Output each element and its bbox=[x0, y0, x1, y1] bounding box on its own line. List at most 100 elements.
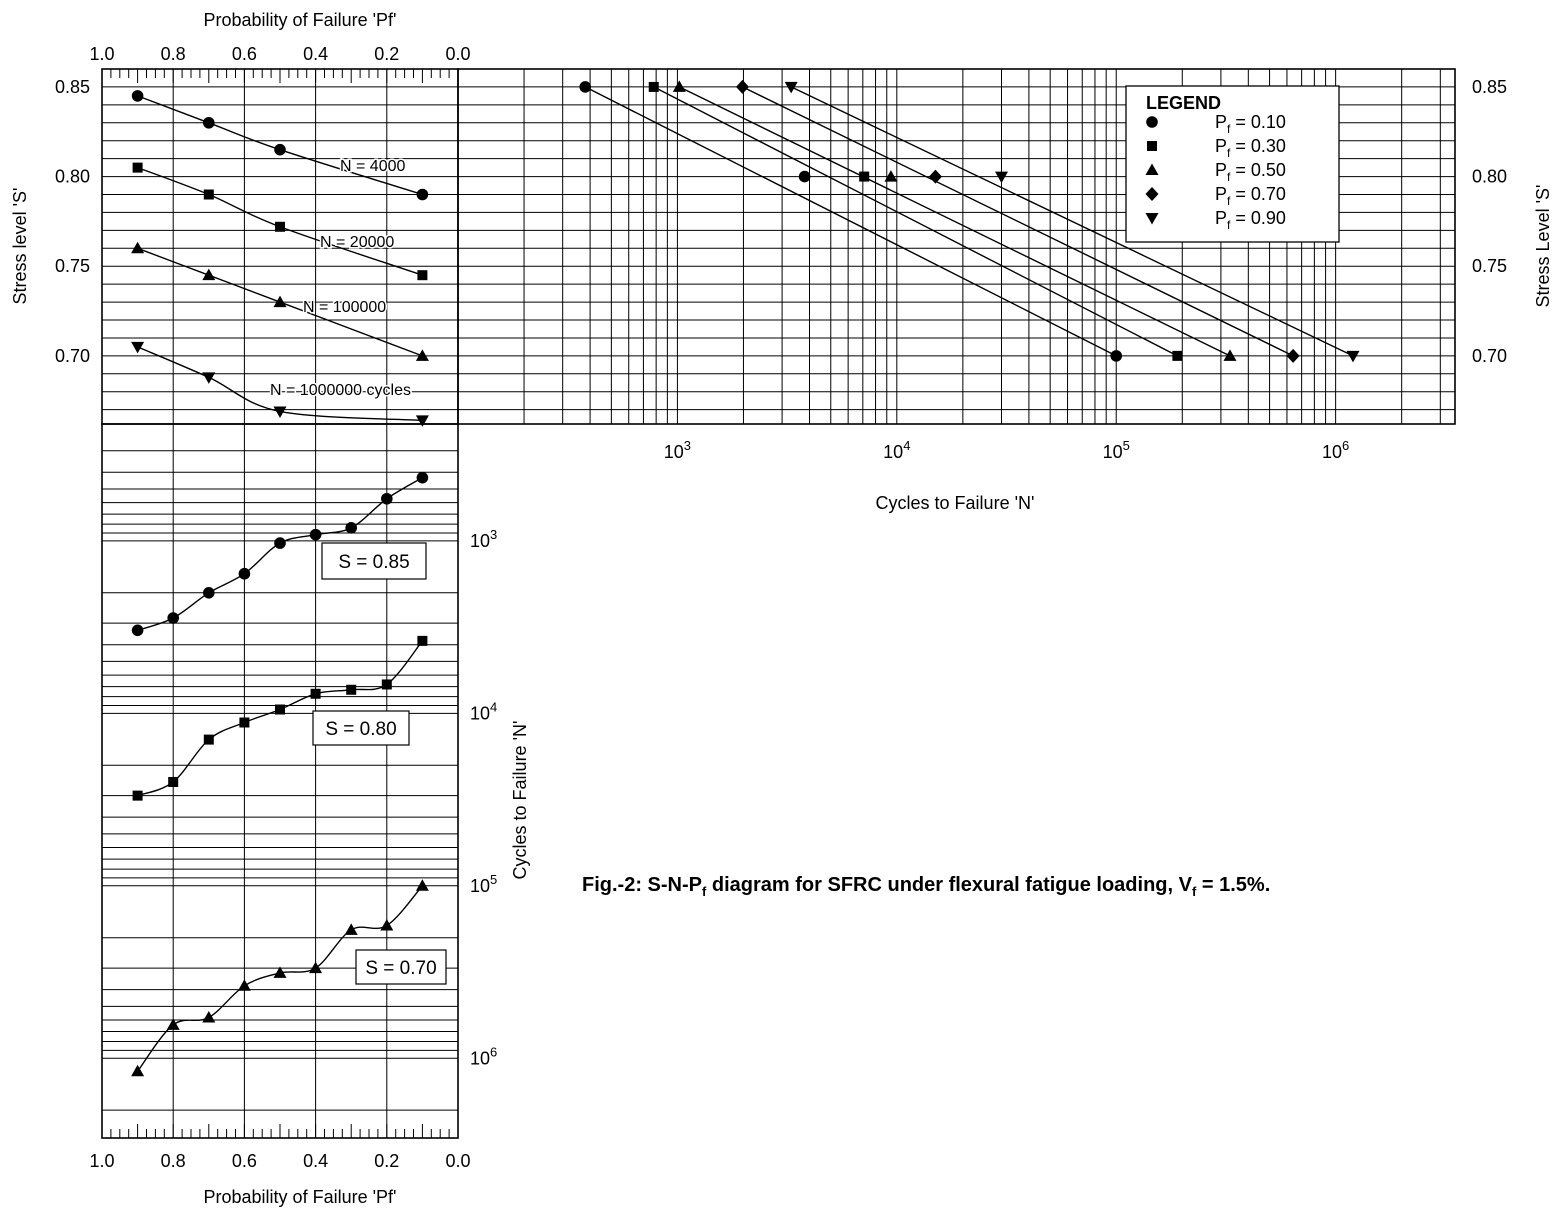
cycles-tick-label: 106 bbox=[1322, 438, 1349, 462]
stress-probability-curve-labels: N = 4000 N = 20000 N = 100000 N = 1000000 c… bbox=[269, 157, 413, 401]
cycles-tick-label: 105 bbox=[1103, 438, 1130, 462]
stress-cycles-point bbox=[784, 81, 798, 94]
probability-tick-label: 1.0 bbox=[89, 1151, 114, 1171]
cycles-bottom-axis-title: Cycles to Failure 'N' bbox=[876, 493, 1035, 513]
stress-probability-markers bbox=[131, 90, 429, 427]
cycles-probability-point bbox=[239, 717, 250, 728]
stress-vs-probability-panel: 1.0 0.8 0.6 0.4 0.2 0.0 0.85 0.80 0.75 0.70 N = 4… bbox=[10, 10, 471, 427]
legend-marker bbox=[1147, 141, 1157, 151]
stress-cycles-point bbox=[672, 80, 686, 92]
stress-cycles-line bbox=[678, 86, 1231, 357]
stress-probability-curve bbox=[137, 247, 423, 357]
stress-probability-point bbox=[132, 162, 143, 173]
stress-cycles-point bbox=[798, 170, 811, 183]
stress-probability-point bbox=[202, 268, 216, 281]
stress-cycles-line bbox=[584, 86, 1117, 357]
cycles-probability-point bbox=[166, 1018, 180, 1030]
stress-probability-top-axis-title: Probability of Failure 'Pf' bbox=[204, 10, 397, 30]
stress-cycles-point bbox=[859, 171, 870, 182]
stress-cycles-point bbox=[884, 170, 898, 182]
stress-vs-cycles-panel: 0.85 0.80 0.75 0.70 103 104 105 106 LEGEND Pf =… bbox=[457, 68, 1553, 513]
stress-probability-grid bbox=[102, 69, 458, 424]
cycles-probability-point bbox=[167, 612, 179, 624]
stress-probability-point bbox=[273, 295, 287, 308]
stress-probability-point bbox=[416, 188, 429, 201]
figure-caption: Fig.-2: S-N-Pf diagram for SFRC under fl… bbox=[582, 874, 1271, 899]
curve-label: S = 0.70 bbox=[365, 958, 436, 979]
stress-probability-point bbox=[203, 189, 214, 200]
legend-entry: Pf = 0.10 bbox=[1215, 112, 1286, 136]
stress-probability-point bbox=[131, 241, 145, 254]
stress-tick-label: 0.70 bbox=[55, 346, 90, 366]
stress-tick-label: 0.80 bbox=[1472, 167, 1507, 187]
probability-tick-label: 0.2 bbox=[374, 1151, 399, 1171]
cycles-probability-point bbox=[417, 635, 428, 646]
stress-cycles-point bbox=[1346, 350, 1360, 363]
cycles-probability-point bbox=[275, 704, 285, 715]
curve-label-box bbox=[321, 542, 427, 580]
stress-cycles-point bbox=[994, 171, 1008, 184]
cycles-probability-point bbox=[237, 979, 251, 991]
legend-entry: Pf = 0.30 bbox=[1215, 136, 1286, 160]
cycles-tick-label: 103 bbox=[470, 527, 497, 551]
stress-cycles-point bbox=[1223, 349, 1237, 361]
cycles-tick-label: 104 bbox=[470, 699, 497, 723]
cycles-probability-point bbox=[203, 734, 214, 745]
cycles-probability-bottom-axis-title: Probability of Failure 'Pf' bbox=[204, 1187, 397, 1207]
curve-label: N = 1000000 cycles bbox=[270, 382, 411, 399]
stress-tick-label: 0.70 bbox=[1472, 346, 1507, 366]
cycles-probability-point bbox=[273, 966, 287, 978]
stress-cycles-line bbox=[790, 86, 1354, 357]
cycles-probability-point bbox=[346, 684, 357, 695]
legend-entry: Pf = 0.70 bbox=[1215, 184, 1286, 208]
legend-marker bbox=[1146, 116, 1158, 128]
stress-tick-label: 0.75 bbox=[55, 256, 90, 276]
curve-label: S = 0.85 bbox=[338, 552, 409, 573]
stress-cycles-point bbox=[1172, 350, 1183, 361]
legend-box bbox=[1125, 85, 1340, 243]
stress-tick-label: 0.85 bbox=[55, 77, 90, 97]
cycles-probability-point bbox=[168, 776, 179, 787]
cycles-probability-point bbox=[131, 1064, 145, 1077]
cycles-probability-point bbox=[381, 679, 392, 690]
stress-probability-curve bbox=[137, 95, 423, 196]
legend-marker bbox=[1145, 187, 1159, 201]
stress-level-left-axis-title: Stress level 'S' bbox=[10, 188, 30, 305]
cycles-tick-label: 106 bbox=[470, 1044, 497, 1068]
cycles-tick-label: 104 bbox=[883, 438, 910, 462]
curve-label: N = 20000 bbox=[320, 234, 394, 251]
probability-tick-label: 1.0 bbox=[89, 44, 114, 64]
probability-tick-label: 0.4 bbox=[303, 1151, 328, 1171]
stress-probability-point bbox=[274, 143, 286, 156]
legend-entry: Pf = 0.50 bbox=[1215, 160, 1286, 184]
probability-tick-label: 0.4 bbox=[303, 44, 328, 64]
stress-cycles-line bbox=[653, 86, 1178, 357]
stress-probability-point bbox=[203, 116, 215, 129]
stress-tick-label: 0.85 bbox=[1472, 77, 1507, 97]
stress-cycles-point bbox=[579, 81, 592, 93]
legend-marker bbox=[1145, 213, 1159, 225]
probability-tick-label: 0.0 bbox=[445, 1151, 470, 1171]
stress-tick-label: 0.80 bbox=[55, 167, 90, 187]
cycles-probability-point bbox=[415, 879, 429, 891]
stress-cycles-point bbox=[1110, 350, 1123, 362]
cycles-probability-point bbox=[416, 471, 429, 484]
curve-label-box bbox=[355, 949, 447, 985]
cycles-probability-point bbox=[344, 923, 358, 935]
probability-tick-label: 0.2 bbox=[374, 44, 399, 64]
stress-probability-ticks: 1.0 0.8 0.6 0.4 0.2 0.0 0.85 0.80 0.75 0.70 bbox=[55, 44, 471, 366]
stress-cycles-line bbox=[742, 86, 1294, 357]
stress-probability-point bbox=[131, 90, 144, 102]
cycles-probability-point bbox=[202, 1010, 216, 1023]
stress-probability-point bbox=[273, 406, 287, 418]
curve-label: S = 0.80 bbox=[325, 719, 396, 740]
stress-probability-point bbox=[415, 415, 429, 427]
cycles-probability-point bbox=[310, 688, 321, 699]
stress-level-right-axis-title: Stress Level 'S' bbox=[1533, 185, 1553, 308]
stress-probability-point bbox=[131, 341, 145, 354]
stress-tick-label: 0.75 bbox=[1472, 256, 1507, 276]
legend-title: LEGEND bbox=[1146, 93, 1221, 113]
probability-tick-label: 0.8 bbox=[161, 1151, 186, 1171]
cycles-probability-point bbox=[381, 492, 393, 505]
